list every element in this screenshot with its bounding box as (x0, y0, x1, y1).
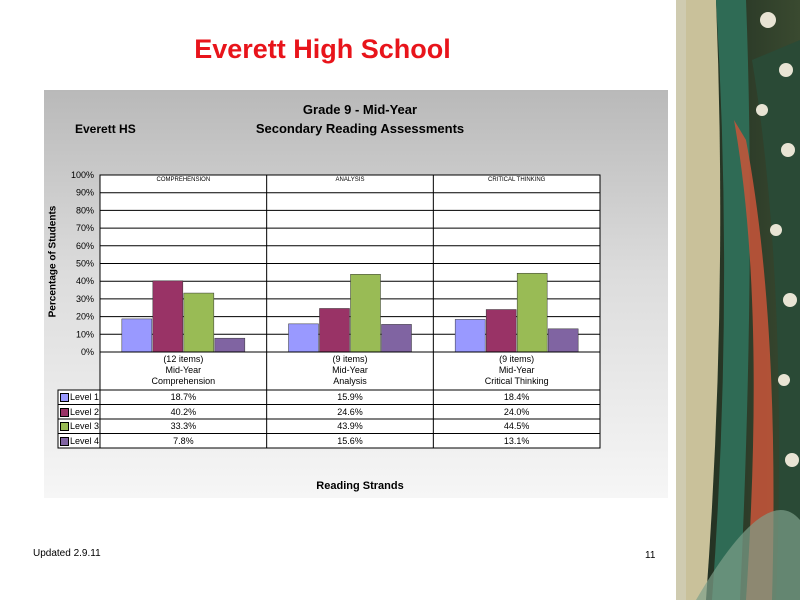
updated-date: Updated 2.9.11 (33, 548, 101, 559)
legend-key (60, 407, 69, 417)
school-label: Everett HS (75, 122, 136, 136)
category-label: (9 items) Mid-Year Analysis (267, 354, 434, 387)
category-label-line: Critical Thinking (484, 376, 549, 386)
table-row: Level 1 18.7% 15.9% 18.4% (58, 390, 600, 404)
data-label: 43.9% (337, 421, 363, 431)
category-label-line: Mid-Year (165, 365, 202, 375)
data-label: 24.6% (337, 406, 363, 417)
legend-label: Level 2 (70, 406, 100, 417)
data-table: (12 items) Mid-Year Comprehension (9 items)… (58, 352, 600, 455)
category-label-line: (9 items) (499, 354, 535, 364)
table-row: Level 4 7.8% 15.6% 13.1% (58, 434, 600, 448)
category-label-line: (9 items) (332, 354, 368, 364)
data-label: 24.0% (503, 406, 530, 417)
category-label-line: Mid-Year (498, 365, 535, 375)
data-label: 15.6% (337, 435, 363, 446)
category-label-line: Analysis (333, 376, 367, 386)
category-label-line: (12 items) (163, 354, 204, 364)
y-axis-label: Percentage of Students (47, 205, 59, 318)
slide-title: Everett High School (194, 34, 451, 64)
decorative-kimono-border (676, 0, 800, 600)
legend-label: Level 3 (70, 421, 100, 431)
table-row: Level 3 33.3% 43.9% 44.5% (58, 419, 600, 433)
data-label: 18.7% (170, 392, 197, 402)
chart-title: Grade 9 - Mid-Year (302, 102, 418, 117)
category-label: (9 items) Mid-Year Critical Thinking (433, 354, 600, 387)
data-label: 13.1% (503, 435, 530, 446)
page-number: 11 (645, 550, 656, 561)
data-label: 40.2% (170, 406, 197, 417)
data-label: 15.9% (337, 392, 363, 402)
chart-subtitle: Secondary Reading Assessments (255, 121, 465, 136)
legend-key (60, 436, 69, 446)
x-axis-label: Reading Strands (316, 480, 404, 492)
table-row: Level 2 40.2% 24.6% 24.0% (58, 405, 600, 419)
data-label: 44.5% (503, 421, 530, 431)
category-label-line: Mid-Year (332, 365, 368, 375)
legend-key (60, 422, 69, 431)
data-label: 18.4% (503, 392, 530, 402)
category-label: (12 items) Mid-Year Comprehension (100, 354, 267, 387)
legend-label: Level 4 (70, 435, 100, 446)
legend-key (60, 393, 69, 402)
category-label-line: Comprehension (151, 376, 216, 386)
legend-label: Level 1 (70, 392, 100, 402)
data-label: 33.3% (170, 421, 197, 431)
data-label: 7.8% (173, 435, 194, 446)
